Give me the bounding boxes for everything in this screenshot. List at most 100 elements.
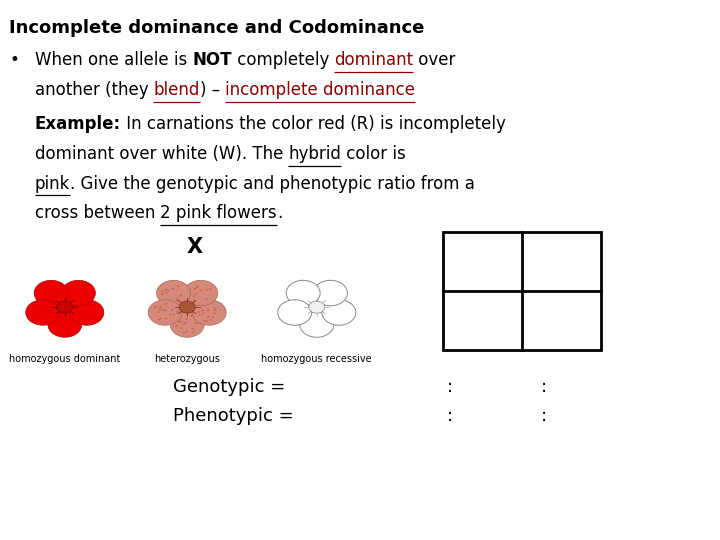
Circle shape [161, 291, 163, 292]
Circle shape [175, 325, 177, 327]
Text: blend: blend [153, 81, 200, 99]
Text: dominant over white (W). The: dominant over white (W). The [35, 145, 288, 163]
Circle shape [313, 280, 348, 306]
Circle shape [171, 309, 174, 310]
Circle shape [193, 300, 195, 301]
Circle shape [300, 312, 334, 338]
Circle shape [160, 318, 162, 320]
Circle shape [70, 300, 104, 325]
Text: ) –: ) – [200, 81, 225, 99]
Circle shape [192, 328, 194, 329]
Circle shape [190, 315, 193, 316]
Text: incomplete dominance: incomplete dominance [225, 81, 415, 99]
Text: homozygous dominant: homozygous dominant [9, 354, 120, 364]
Circle shape [192, 332, 194, 333]
Circle shape [176, 312, 179, 313]
FancyBboxPatch shape [443, 232, 601, 350]
Circle shape [214, 309, 216, 311]
Circle shape [194, 293, 197, 295]
Circle shape [172, 314, 175, 316]
Circle shape [171, 288, 174, 289]
Circle shape [159, 306, 161, 308]
Text: NOT: NOT [192, 51, 232, 69]
Text: completely: completely [232, 51, 334, 69]
Circle shape [165, 292, 167, 294]
Circle shape [196, 286, 198, 288]
Circle shape [180, 294, 182, 296]
Circle shape [185, 318, 188, 320]
Circle shape [157, 311, 160, 313]
Text: .: . [276, 204, 282, 222]
Text: When one allele is: When one allele is [35, 51, 192, 69]
Circle shape [165, 303, 168, 305]
Circle shape [286, 280, 320, 306]
Text: X: X [186, 237, 202, 257]
Text: another (they: another (they [35, 81, 153, 99]
Circle shape [159, 308, 161, 310]
Circle shape [170, 312, 204, 338]
Circle shape [48, 312, 82, 338]
Circle shape [179, 301, 195, 313]
Circle shape [207, 316, 210, 318]
Text: Genotypic =: Genotypic = [173, 379, 285, 396]
Text: Phenotypic =: Phenotypic = [173, 407, 294, 424]
Circle shape [180, 321, 183, 322]
Circle shape [156, 280, 191, 306]
Text: :: : [447, 407, 453, 424]
Circle shape [278, 300, 312, 325]
Circle shape [192, 300, 226, 325]
Circle shape [184, 322, 186, 323]
Circle shape [178, 321, 181, 323]
Text: . Give the genotypic and phenotypic ratio from a: . Give the genotypic and phenotypic rati… [70, 174, 474, 193]
Text: 2 pink flowers: 2 pink flowers [160, 204, 276, 222]
Text: dominant: dominant [334, 51, 413, 69]
Circle shape [165, 318, 167, 320]
Circle shape [309, 301, 325, 313]
Circle shape [34, 280, 68, 306]
Circle shape [199, 314, 201, 316]
Circle shape [207, 309, 210, 311]
Circle shape [205, 299, 207, 300]
Text: heterozygous: heterozygous [154, 354, 220, 364]
Text: :: : [447, 379, 453, 396]
Text: over: over [413, 51, 456, 69]
Circle shape [209, 288, 212, 290]
Circle shape [205, 289, 207, 291]
Circle shape [194, 322, 197, 324]
Text: •: • [9, 51, 19, 69]
Circle shape [212, 316, 215, 318]
Circle shape [164, 310, 167, 312]
Circle shape [154, 306, 157, 308]
Circle shape [200, 289, 202, 291]
Circle shape [202, 309, 204, 311]
Circle shape [186, 330, 188, 332]
Circle shape [181, 327, 183, 329]
Circle shape [193, 295, 196, 298]
Circle shape [177, 286, 180, 287]
Text: Incomplete dominance and Codominance: Incomplete dominance and Codominance [9, 19, 425, 37]
Text: homozygous recessive: homozygous recessive [261, 354, 372, 364]
Text: pink: pink [35, 174, 70, 193]
Circle shape [183, 323, 186, 325]
Circle shape [161, 293, 163, 295]
Circle shape [26, 300, 60, 325]
Circle shape [163, 309, 165, 311]
Circle shape [176, 311, 179, 313]
Circle shape [177, 300, 179, 301]
Text: Example:: Example: [35, 115, 121, 133]
Circle shape [158, 319, 161, 320]
Circle shape [204, 320, 206, 322]
Circle shape [322, 300, 356, 325]
Text: hybrid: hybrid [288, 145, 341, 163]
Circle shape [197, 322, 199, 323]
Circle shape [169, 314, 171, 315]
Circle shape [166, 290, 169, 292]
Text: :: : [541, 379, 546, 396]
Circle shape [164, 289, 167, 291]
Circle shape [213, 307, 216, 309]
Circle shape [176, 299, 179, 301]
Circle shape [206, 320, 208, 322]
Circle shape [184, 280, 218, 306]
Text: :: : [541, 407, 546, 424]
Circle shape [148, 300, 182, 325]
